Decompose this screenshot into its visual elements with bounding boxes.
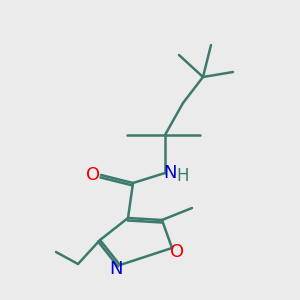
Text: H: H bbox=[177, 167, 189, 185]
Text: O: O bbox=[86, 166, 100, 184]
Text: N: N bbox=[109, 260, 123, 278]
Text: O: O bbox=[170, 243, 184, 261]
Text: N: N bbox=[163, 164, 177, 182]
